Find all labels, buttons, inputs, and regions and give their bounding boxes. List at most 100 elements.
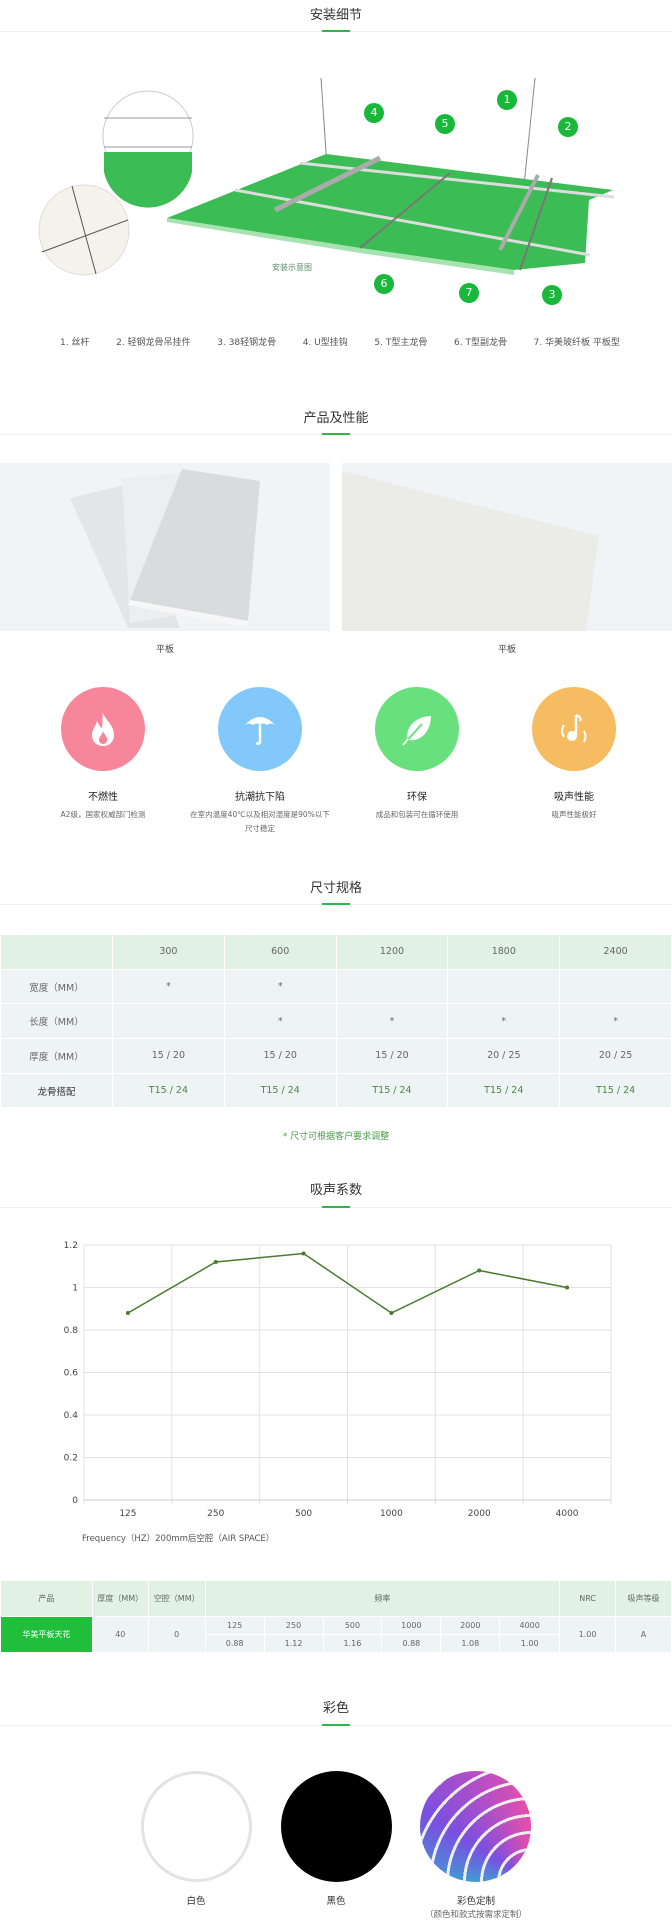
y-tick-label: 0.4	[64, 1411, 79, 1421]
coeff-cell: 1.08	[440, 1634, 501, 1653]
cell: 15 / 20	[112, 1038, 225, 1074]
cell: *	[559, 1003, 672, 1040]
flame-icon	[61, 687, 145, 771]
header-cell	[0, 934, 113, 970]
absorption-chart: 0 0.2 0.4 0.6 0.8 1 1.2 125 250 500 1000 2000 4000	[64, 1241, 612, 1519]
x-tick-label: 2000	[468, 1509, 491, 1519]
legend-item: 4. U型挂钩	[302, 338, 348, 348]
cell: T15 / 24	[112, 1072, 225, 1109]
header-cell: 厚度（MM）	[91, 1580, 149, 1617]
header-cell: 600	[223, 934, 337, 970]
legend-item: 6. T型副龙骨	[454, 338, 507, 348]
product-image-texture	[342, 463, 672, 631]
feature-desc: 成品和包装可在循环使用	[375, 810, 459, 819]
color-label: 白色	[186, 1896, 206, 1907]
color-swatch-black[interactable]	[281, 1771, 392, 1882]
marker-5: 5	[435, 114, 455, 134]
marker-2: 2	[558, 117, 578, 137]
feature-desc: 吸声性能极好	[551, 810, 597, 819]
header-cell: 1800	[447, 934, 561, 970]
cell	[447, 968, 561, 1005]
cell: *	[447, 1003, 561, 1040]
table-header-row: 产品 厚度（MM） 空腔（MM） 频率 NRC 吸声等级	[0, 1580, 672, 1617]
title-accent	[322, 903, 350, 905]
spec-note: * 尺寸可根据客户要求调整	[282, 1132, 390, 1142]
section-title-install: 安装细节	[309, 8, 362, 23]
title-accent	[322, 30, 350, 32]
data-point	[389, 1311, 394, 1315]
table-row: 长度（MM） * * * *	[0, 1003, 672, 1040]
feature-desc: 在室内温度40℃以及相对湿度是90%以下 尺寸稳定	[185, 808, 335, 836]
feature-title: 不燃性	[88, 792, 118, 803]
section-title-specs: 尺寸规格	[309, 881, 362, 896]
coeff-cell: 0.88	[204, 1634, 265, 1653]
title-accent	[322, 433, 350, 435]
cell	[559, 968, 672, 1005]
cell: 20 / 25	[559, 1038, 672, 1074]
y-tick-label: 0.8	[64, 1326, 79, 1336]
product-caption: 平板	[155, 645, 174, 655]
title-accent	[322, 1724, 350, 1726]
freq-cell: 4000	[499, 1616, 561, 1635]
y-tick-label: 0.2	[64, 1454, 78, 1464]
freq-cell: 125	[204, 1616, 265, 1635]
freq-cell: 250	[263, 1616, 324, 1635]
title-accent	[322, 1206, 350, 1208]
color-label: 彩色定制	[456, 1896, 495, 1907]
header-cell: 300	[112, 934, 225, 970]
data-point	[125, 1311, 130, 1315]
coeff-cell: 1.12	[263, 1634, 324, 1653]
row-label: 宽度（MM）	[0, 968, 113, 1005]
music-note-icon	[532, 687, 616, 771]
nrc-cell: 1.00	[559, 1616, 617, 1653]
cell: 15 / 20	[335, 1038, 449, 1074]
legend-item: 2. 轻钢龙骨吊挂件	[116, 338, 191, 348]
feature-title: 抗潮抗下陷	[235, 792, 285, 803]
product-cell: 华美平板天花	[0, 1616, 93, 1653]
cell: 40	[91, 1616, 149, 1653]
table-row: 龙骨搭配 T15 / 24 T15 / 24 T15 / 24 T15 / 24…	[0, 1072, 672, 1109]
leaf-icon	[375, 687, 459, 771]
cell: 0	[147, 1616, 206, 1653]
data-point	[213, 1260, 218, 1264]
table-row: 宽度（MM） * *	[0, 968, 672, 1005]
header-cell: NRC	[559, 1580, 617, 1617]
absorption-table: 产品 厚度（MM） 空腔（MM） 频率 NRC 吸声等级 华美平板天花 40 0…	[0, 1580, 672, 1653]
grade-cell: A	[615, 1616, 672, 1653]
product-caption: 平板	[497, 645, 516, 655]
cell: T15 / 24	[559, 1072, 672, 1109]
color-swatch-white[interactable]	[141, 1771, 252, 1882]
coeff-cell: 0.88	[381, 1634, 442, 1653]
section-title-absorption: 吸声系数	[309, 1183, 362, 1198]
cell: 15 / 20	[223, 1038, 337, 1074]
legend-item: 1. 丝杆	[60, 338, 90, 348]
x-tick-label: 500	[295, 1509, 312, 1519]
section-title-colors: 彩色	[322, 1701, 349, 1716]
marker-1: 1	[497, 90, 517, 110]
feature-title: 吸声性能	[554, 792, 594, 803]
cell: 20 / 25	[447, 1038, 561, 1074]
installation-diagram	[38, 77, 615, 276]
data-point	[565, 1285, 570, 1290]
row-label: 长度（MM）	[0, 1003, 113, 1040]
data-point	[301, 1251, 306, 1256]
freq-cell: 1000	[381, 1616, 442, 1635]
cell	[335, 968, 449, 1005]
feature-desc-line: 在室内温度40℃以及相对湿度是90%以下	[190, 810, 330, 819]
data-point	[477, 1268, 482, 1273]
color-label: 黑色	[326, 1896, 346, 1907]
y-tick-label: 0	[72, 1496, 78, 1506]
marker-4: 4	[364, 103, 384, 123]
header-cell: 频率	[204, 1580, 561, 1617]
table-row: 厚度（MM） 15 / 20 15 / 20 15 / 20 20 / 25 2…	[0, 1038, 672, 1074]
cell: *	[223, 968, 337, 1005]
color-sublabel: （颜色和款式按需求定制）	[424, 1910, 527, 1920]
feature-desc: A2级，国家权威部门检测	[60, 810, 146, 819]
marker-6: 6	[374, 274, 394, 294]
header-cell: 2400	[559, 934, 672, 970]
x-axis-label: Frequency（HZ）200mm后空腔（AIR SPACE）	[82, 1534, 275, 1544]
product-image-boards	[0, 463, 330, 631]
color-swatch-custom[interactable]	[420, 1771, 531, 1882]
umbrella-icon	[218, 687, 302, 771]
x-tick-label: 250	[207, 1509, 224, 1519]
